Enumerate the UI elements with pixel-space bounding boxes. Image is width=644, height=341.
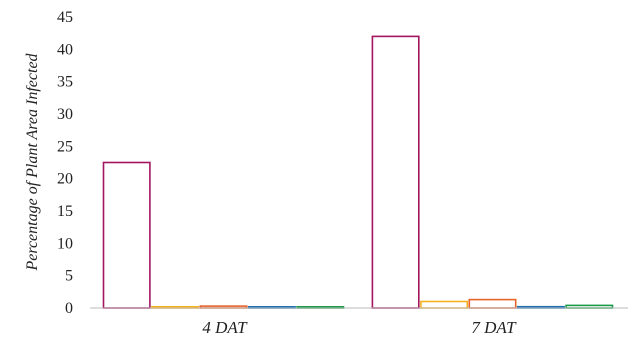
y-tick-label: 30	[57, 106, 73, 123]
y-tick-label: 10	[57, 235, 73, 252]
y-axis: 0 5 10 15 20 25 30 35 40 45	[57, 9, 73, 317]
bar	[468, 298, 517, 309]
y-tick-label: 15	[57, 203, 73, 220]
y-axis-label: Percentage of Plant Area Infected	[24, 52, 41, 271]
bars	[102, 35, 614, 309]
y-tick-label: 40	[57, 41, 73, 58]
bar	[420, 300, 469, 309]
y-tick-label: 45	[57, 9, 73, 26]
x-axis: 4 DAT 7 DAT	[90, 307, 628, 337]
bar	[102, 161, 151, 309]
x-tick-label: 4 DAT	[202, 318, 248, 337]
y-tick-label: 25	[57, 138, 73, 155]
y-tick-label: 0	[65, 300, 73, 317]
y-tick-label: 20	[57, 171, 73, 188]
bar	[371, 35, 420, 309]
x-tick-label: 7 DAT	[471, 318, 517, 337]
y-tick-label: 5	[65, 268, 73, 285]
y-tick-label: 35	[57, 74, 73, 91]
